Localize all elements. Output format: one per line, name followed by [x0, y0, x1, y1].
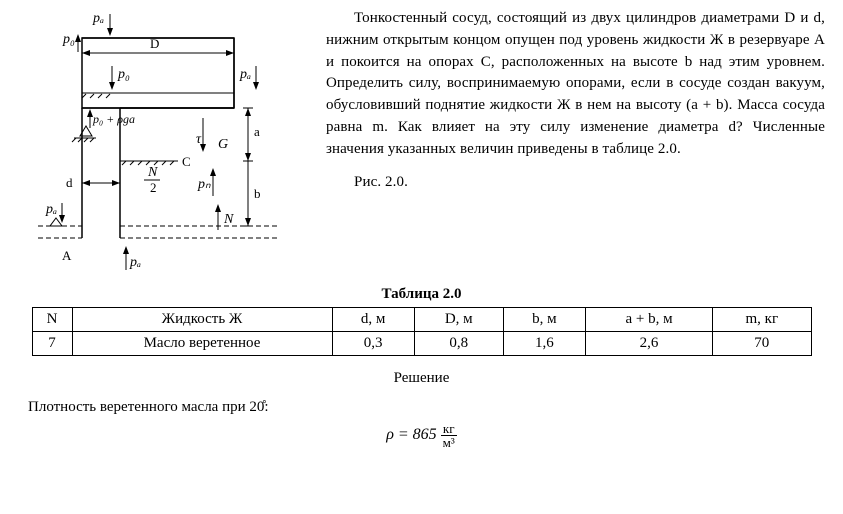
diagram: D pₐ p₀ p₀ pₐ p₀ + ρga: [18, 8, 308, 278]
th-d: d, м: [332, 308, 414, 332]
svg-text:d: d: [66, 175, 73, 190]
td-ab: 2,6: [585, 332, 712, 356]
td-d: 0,3: [332, 332, 414, 356]
svg-text:a: a: [254, 124, 260, 139]
th-m: m, кг: [713, 308, 811, 332]
th-ab: a + b, м: [585, 308, 712, 332]
table-section: Таблица 2.0 N Жидкость Ж d, м D, м b, м …: [18, 286, 825, 356]
td-liquid: Масло веретенное: [72, 332, 332, 356]
svg-text:N: N: [147, 165, 158, 180]
table-title: Таблица 2.0: [18, 286, 825, 303]
td-m: 70: [713, 332, 811, 356]
svg-text:A: A: [62, 248, 72, 263]
table-header-row: N Жидкость Ж d, м D, м b, м a + b, м m, …: [32, 308, 811, 332]
table-row: 7 Масло веретенное 0,3 0,8 1,6 2,6 70: [32, 332, 811, 356]
th-liquid: Жидкость Ж: [72, 308, 332, 332]
th-b: b, м: [503, 308, 585, 332]
svg-text:pₐ: pₐ: [45, 202, 57, 217]
svg-text:D: D: [150, 36, 159, 51]
svg-text:pₐ: pₐ: [129, 255, 141, 270]
solution-title: Решение: [18, 370, 825, 387]
problem-text: Тонкостенный сосуд, состоящий из двух ци…: [326, 8, 825, 278]
td-n: 7: [32, 332, 72, 356]
svg-text:G: G: [218, 137, 228, 152]
svg-text:2: 2: [150, 180, 157, 195]
formula: ρ = 865 кг м³: [18, 422, 825, 449]
svg-text:b: b: [254, 186, 261, 201]
svg-text:C: C: [182, 154, 191, 169]
svg-text:pₙ: pₙ: [197, 177, 211, 192]
td-b: 1,6: [503, 332, 585, 356]
svg-text:pₐ: pₐ: [92, 11, 104, 26]
svg-text:N: N: [223, 212, 234, 227]
td-D: 0,8: [414, 332, 503, 356]
solution-line: Плотность веретенного масла при 20̊:: [28, 399, 825, 416]
svg-text:p₀: p₀: [62, 32, 75, 47]
figure-caption: Рис. 2.0.: [326, 172, 825, 194]
svg-text:p₀: p₀: [117, 67, 130, 82]
th-n: N: [32, 308, 72, 332]
data-table: N Жидкость Ж d, м D, м b, м a + b, м m, …: [32, 307, 812, 356]
svg-text:pₐ: pₐ: [239, 67, 251, 82]
th-D: D, м: [414, 308, 503, 332]
svg-text:p₀ + ρga: p₀ + ρga: [92, 112, 135, 126]
